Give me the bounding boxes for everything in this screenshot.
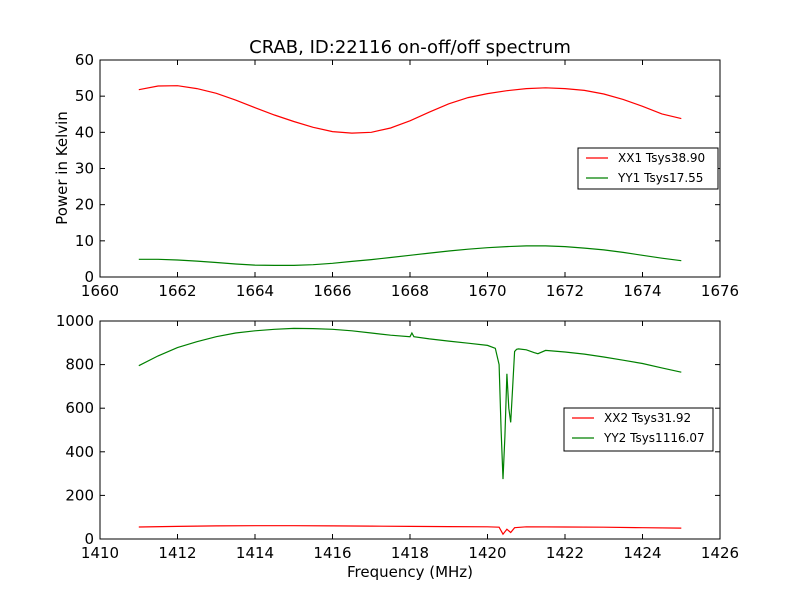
legend-entry: XX1 Tsys38.90 (618, 151, 705, 165)
series-line-2 (138, 327, 682, 480)
x-tick-label: 1670 (468, 282, 506, 300)
y-tick-label: 30 (75, 160, 94, 178)
x-tick-label: 1672 (546, 282, 584, 300)
y-tick-label: 50 (75, 87, 94, 105)
y-tick-label: 800 (65, 356, 94, 374)
series-line-1 (138, 525, 682, 536)
x-tick-label: 1412 (158, 544, 196, 562)
y-axis-label: Power in Kelvin (53, 111, 71, 225)
top-plot: 1660 1662 1664 1666 1668 1670 1672 1674 1676 0 10 2… (53, 51, 739, 300)
x-tick-label: 1426 (701, 544, 739, 562)
x-tick-label: 1422 (546, 544, 584, 562)
x-tick-label: 1668 (391, 282, 429, 300)
x-tick-label: 1424 (623, 544, 661, 562)
y-tick-label: 1000 (56, 312, 94, 330)
legend-box (563, 407, 714, 452)
x-tick-label: 1414 (236, 544, 274, 562)
legend: XX2 Tsys31.92 YY2 Tsys1116.07 (563, 407, 714, 452)
y-tick-label: 0 (84, 268, 94, 286)
x-tick-label: 1666 (313, 282, 351, 300)
legend-entry: YY2 Tsys1116.07 (603, 431, 705, 445)
x-tick-label: 1676 (701, 282, 739, 300)
series-line-1 (138, 85, 682, 134)
legend-entry: XX2 Tsys31.92 (604, 411, 691, 425)
y-tick-label: 40 (75, 123, 94, 141)
x-tick-label: 1410 (81, 544, 119, 562)
chart-title: CRAB, ID:22116 on-off/off spectrum (249, 37, 571, 58)
x-tick-label: 1662 (158, 282, 196, 300)
y-tick-label: 10 (75, 232, 94, 250)
x-tick-label: 1664 (236, 282, 274, 300)
legend-box (577, 147, 719, 190)
legend: XX1 Tsys38.90 YY1 Tsys17.55 (577, 147, 719, 190)
x-tick-label: 1420 (468, 544, 506, 562)
y-tick-label: 600 (65, 399, 94, 417)
y-tick-label: 0 (84, 530, 94, 548)
y-tick-label: 400 (65, 443, 94, 461)
x-tick-label: 1674 (623, 282, 661, 300)
x-tick-label: 1418 (391, 544, 429, 562)
y-tick-label: 60 (75, 51, 94, 69)
x-tick-label: 1416 (313, 544, 351, 562)
bottom-plot: 1410 1412 1414 1416 1418 1420 1422 1424 1426 0 200… (56, 312, 739, 581)
y-tick-label: 200 (65, 486, 94, 504)
legend-entry: YY1 Tsys17.55 (617, 171, 703, 185)
x-tick-label: 1660 (81, 282, 119, 300)
x-axis-label: Frequency (MHz) (347, 563, 473, 581)
y-tick-label: 20 (75, 196, 94, 214)
series-line-2 (138, 245, 682, 266)
